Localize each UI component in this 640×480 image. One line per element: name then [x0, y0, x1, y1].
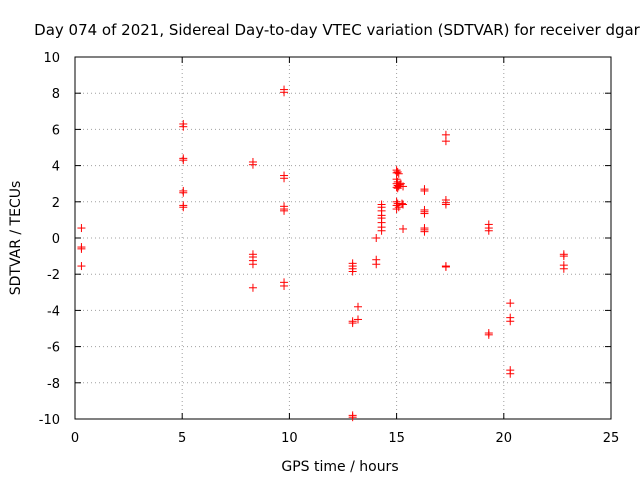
data-point [248, 283, 257, 292]
data-point [399, 200, 408, 209]
data-point [77, 224, 86, 233]
y-tick-label: -4 [47, 304, 60, 319]
data-point [420, 186, 429, 195]
data-point [348, 319, 357, 328]
data-point [559, 252, 568, 261]
data-point [280, 281, 289, 290]
data-point [441, 200, 450, 209]
data-point [179, 122, 188, 131]
data-point [393, 184, 402, 193]
data-point [484, 226, 493, 235]
data-point [484, 330, 493, 339]
y-tick-label: -2 [47, 268, 60, 283]
data-point [399, 224, 408, 233]
data-point [559, 264, 568, 273]
y-axis-label: SDTVAR / TECUs [8, 181, 24, 296]
data-point [393, 167, 402, 176]
grid [75, 57, 611, 419]
data-point [179, 156, 188, 165]
y-tick-label: 8 [52, 87, 60, 102]
data-point [506, 299, 515, 308]
y-tick-label: 2 [52, 196, 60, 211]
data-point [248, 160, 257, 169]
x-tick-label: 10 [281, 431, 298, 446]
y-tick-label: 6 [52, 123, 60, 138]
data-point [394, 169, 403, 178]
data-point [506, 317, 515, 326]
data-point [179, 188, 188, 197]
data-point [77, 262, 86, 271]
data-point [248, 260, 257, 269]
data-point [372, 234, 381, 242]
y-tick-label: 0 [52, 232, 60, 247]
y-tick-label: -6 [47, 341, 60, 356]
data-point [354, 302, 363, 311]
data-points [77, 85, 568, 422]
x-tick-label: 15 [388, 431, 405, 446]
axis-ticks: 0 5 10 15 20 25 -10 -8 -6 -4 -2 0 2 4 6 8 10 [39, 51, 620, 446]
x-tick-label: 20 [496, 431, 513, 446]
data-point [354, 315, 363, 324]
data-point [377, 226, 386, 235]
data-point [441, 137, 450, 146]
data-point [420, 209, 429, 218]
data-point [77, 244, 86, 253]
data-point [179, 203, 188, 212]
data-point [420, 227, 429, 236]
y-tick-label: 10 [43, 51, 60, 66]
data-point [348, 267, 357, 276]
x-tick-label: 0 [71, 431, 79, 446]
data-point [280, 174, 289, 183]
x-tick-label: 25 [603, 431, 620, 446]
x-tick-label: 5 [178, 431, 186, 446]
y-tick-label: 4 [52, 160, 60, 175]
data-point [280, 206, 289, 215]
x-axis-label: GPS time / hours [281, 459, 398, 475]
chart-title: Day 074 of 2021, Sidereal Day-to-day VTE… [34, 21, 640, 39]
data-point [348, 413, 357, 422]
data-point [397, 199, 406, 208]
data-point [394, 203, 403, 212]
data-point [399, 182, 408, 191]
data-point [372, 260, 381, 269]
data-point [441, 262, 450, 271]
y-tick-label: -8 [47, 377, 60, 392]
data-point [506, 369, 515, 378]
data-point [395, 180, 404, 189]
y-tick-label: -10 [39, 413, 60, 428]
data-point [392, 205, 401, 214]
data-point [280, 88, 289, 97]
